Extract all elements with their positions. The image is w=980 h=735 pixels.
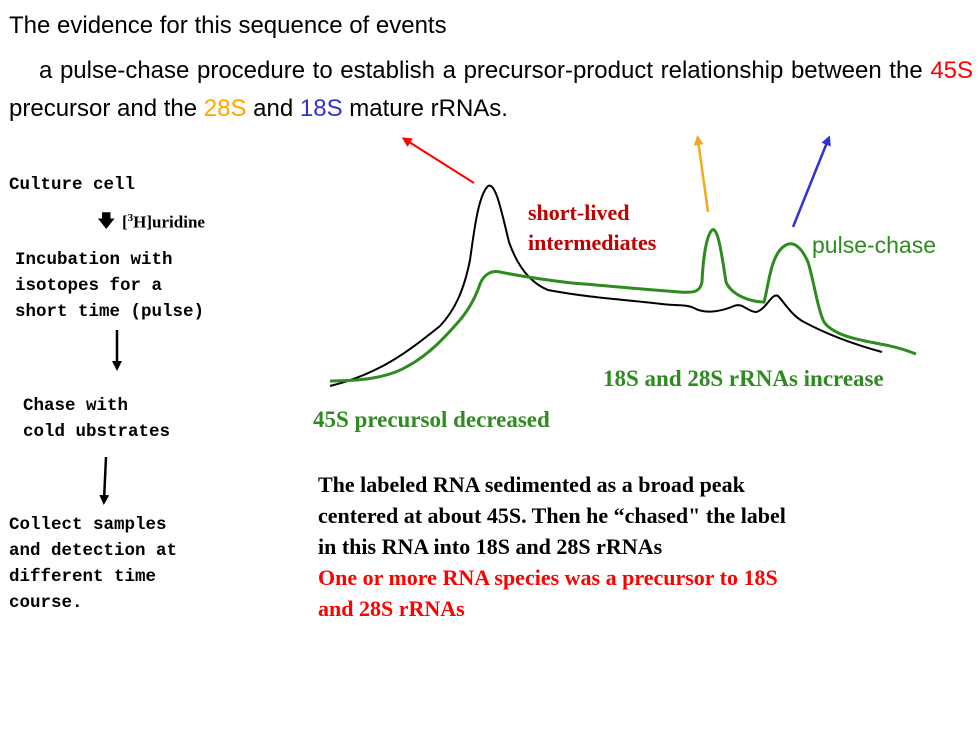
step-incubation-line-2: isotopes for a [15,276,163,296]
step-incubation-line-1: Incubation with [15,250,173,270]
label-18s: 18S [299,95,343,122]
step-chase-line-2: cold ubstrates [23,422,171,442]
caption-red-line-2: and 28S rRNAs [318,596,465,621]
label-28s: 28S [203,95,247,122]
arrow-down-icon: 🡇 [97,211,116,231]
step-chase-line-1: Chase with [23,396,129,416]
label-intermediates-line-1: short-lived [528,200,630,225]
uridine-label: [3H]uridine [122,212,205,232]
label-45s-decreased: 45S precursol decreased [313,407,550,432]
step-collect-line-4: course. [9,593,83,613]
intro-part-4: mature rRNAs. [349,95,508,122]
intro-paragraph: a pulse-chase procedure to establish a p… [9,52,973,128]
intro-part-1: a pulse-chase procedure to establish a p… [39,57,923,84]
label-rrna-increase: 18S and 28S rRNAs increase [603,366,884,391]
caption-line-1: The labeled RNA sedimented as a broad pe… [318,472,745,497]
step-incubation-line-3: short time (pulse) [15,302,205,322]
chase-trace [329,228,917,383]
intro-part-2: precursor and the [9,95,198,122]
arrow-to-18s [791,135,831,228]
caption-line-2: centered at about 45S. Then he “chased" … [318,503,786,528]
caption-line-3: in this RNA into 18S and 28S rRNAs [318,534,663,559]
step-culture-cell: Culture cell [9,175,136,195]
arrow-to-28s [693,135,710,213]
intro-part-3: and [253,95,294,122]
arrow-to-45s [401,137,475,184]
step-collect-line-3: different time [9,567,157,587]
slide-title: The evidence for this sequence of events [9,12,447,39]
step-collect-line-1: Collect samples [9,515,167,535]
flow-arrow-3 [99,456,110,505]
label-pulse-chase: pulse-chase [812,232,937,258]
label-intermediates-line-2: intermediates [528,230,657,255]
pulse-trace [329,184,883,387]
caption-red-line-1: One or more RNA species was a precursor … [318,565,778,590]
step-collect-line-2: and detection at [9,541,178,561]
label-45s: 45S [930,57,974,84]
